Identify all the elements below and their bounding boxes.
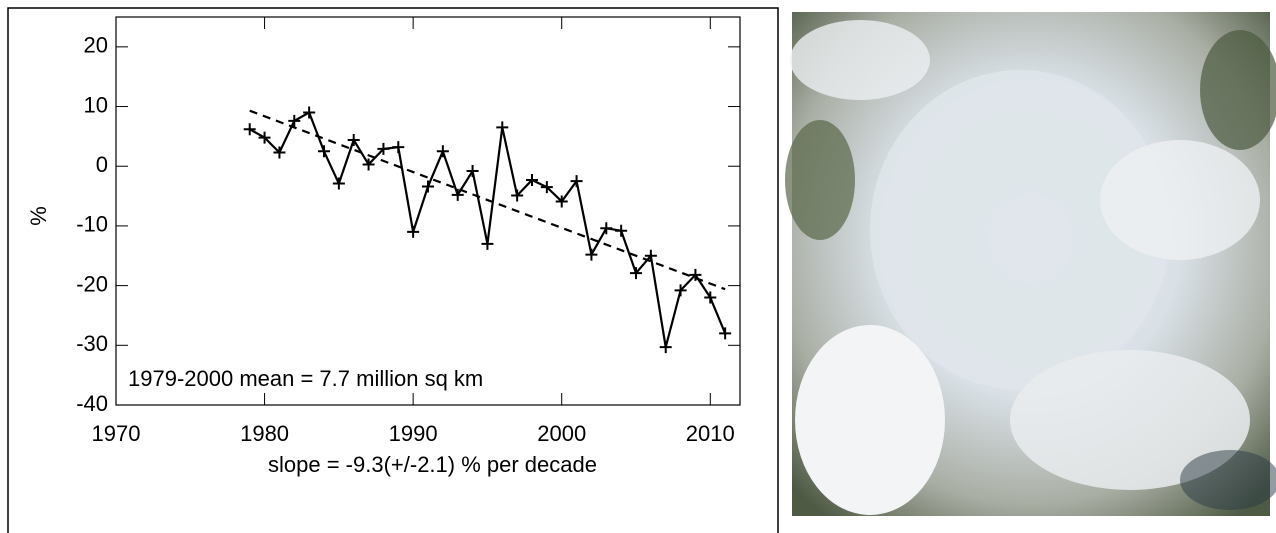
y-axis-label: % (26, 206, 51, 226)
marker (303, 107, 315, 119)
y-tick-label: -40 (76, 391, 108, 416)
x-tick-label: 2000 (537, 421, 586, 446)
x-tick-label: 2010 (686, 421, 735, 446)
y-tick-label: -20 (76, 271, 108, 296)
page: % 1979-2000 mean = 7.7 million sq km slo… (0, 0, 1276, 533)
annotation: slope = -9.3(+/-2.1) % per decade (268, 452, 597, 477)
marker (244, 123, 256, 135)
marker (467, 165, 479, 177)
y-tick-label: 20 (84, 33, 108, 58)
marker (348, 134, 360, 146)
y-tick-label: 10 (84, 92, 108, 117)
y-tick-label: -30 (76, 331, 108, 356)
marker (660, 341, 672, 353)
annotation: 1979-2000 mean = 7.7 million sq km (128, 366, 483, 391)
marker (333, 178, 345, 190)
x-tick-label: 1990 (389, 421, 438, 446)
trend-line (250, 111, 725, 289)
marker (407, 226, 419, 238)
y-tick-label: 0 (96, 152, 108, 177)
marker (422, 181, 434, 193)
marker (437, 145, 449, 157)
x-tick-label: 1980 (240, 421, 289, 446)
marker (719, 327, 731, 339)
chart: % 1979-2000 mean = 7.7 million sq km slo… (0, 0, 1276, 533)
marker (600, 222, 612, 234)
marker (481, 238, 493, 250)
data-line (250, 113, 725, 348)
satellite-image (785, 12, 1276, 516)
plot-frame (116, 17, 740, 405)
marker (496, 121, 508, 133)
marker (585, 249, 597, 261)
marker (318, 145, 330, 157)
y-tick-label: -10 (76, 212, 108, 237)
x-tick-label: 1970 (92, 421, 141, 446)
marker (704, 292, 716, 304)
marker (392, 141, 404, 153)
marker (615, 225, 627, 237)
